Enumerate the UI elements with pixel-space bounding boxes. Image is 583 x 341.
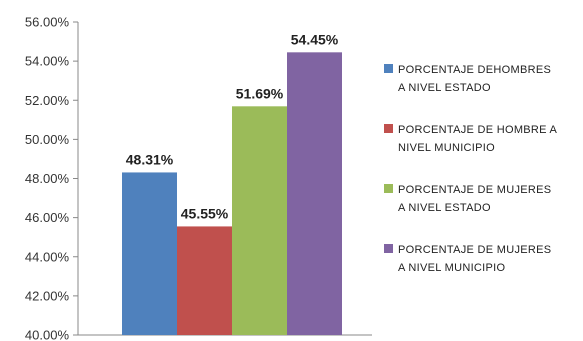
bar: [177, 226, 232, 335]
legend: PORCENTAJE DEHOMBRES A NIVEL ESTADO PORCEN…: [384, 64, 558, 274]
y-tick-label: 52.00%: [25, 93, 70, 108]
y-tick-label: 46.00%: [25, 210, 70, 225]
legend-label: A NIVEL MUNICIPIO: [398, 262, 506, 274]
bar: [122, 172, 177, 335]
bars: [122, 52, 342, 336]
data-label: 51.69%: [236, 85, 284, 101]
legend-swatch: [384, 184, 393, 193]
legend-label: PORCENTAJE DE HOMBRE A: [398, 124, 558, 136]
legend-swatch: [384, 244, 393, 253]
legend-label: A NIVEL ESTADO: [398, 202, 491, 214]
y-tick-label: 50.00%: [25, 132, 70, 147]
y-tick-label: 56.00%: [25, 15, 70, 30]
legend-label: A NIVEL ESTADO: [398, 82, 491, 94]
bar: [232, 106, 287, 335]
y-tick-label: 42.00%: [25, 288, 70, 303]
y-tick-label: 44.00%: [25, 249, 70, 264]
legend-label: PORCENTAJE DE MUJERES: [398, 184, 551, 196]
legend-label: NIVEL MUNICIPIO: [398, 142, 495, 154]
y-tick-label: 54.00%: [25, 54, 70, 69]
data-label: 45.55%: [181, 205, 229, 221]
legend-swatch: [384, 64, 393, 73]
bar: [287, 52, 342, 336]
data-label: 48.31%: [126, 151, 174, 167]
y-tick-label: 40.00%: [25, 328, 70, 341]
legend-label: PORCENTAJE DE MUJERES: [398, 244, 551, 256]
legend-label: PORCENTAJE DEHOMBRES: [398, 64, 551, 76]
y-axis: 40.00% 42.00% 44.00% 46.00% 48.00% 50.00% 52.0…: [25, 15, 372, 341]
data-labels: 48.31% 45.55% 51.69% 54.45%: [126, 31, 339, 221]
data-label: 54.45%: [291, 31, 339, 47]
y-tick-label: 48.00%: [25, 171, 70, 186]
legend-swatch: [384, 124, 393, 133]
